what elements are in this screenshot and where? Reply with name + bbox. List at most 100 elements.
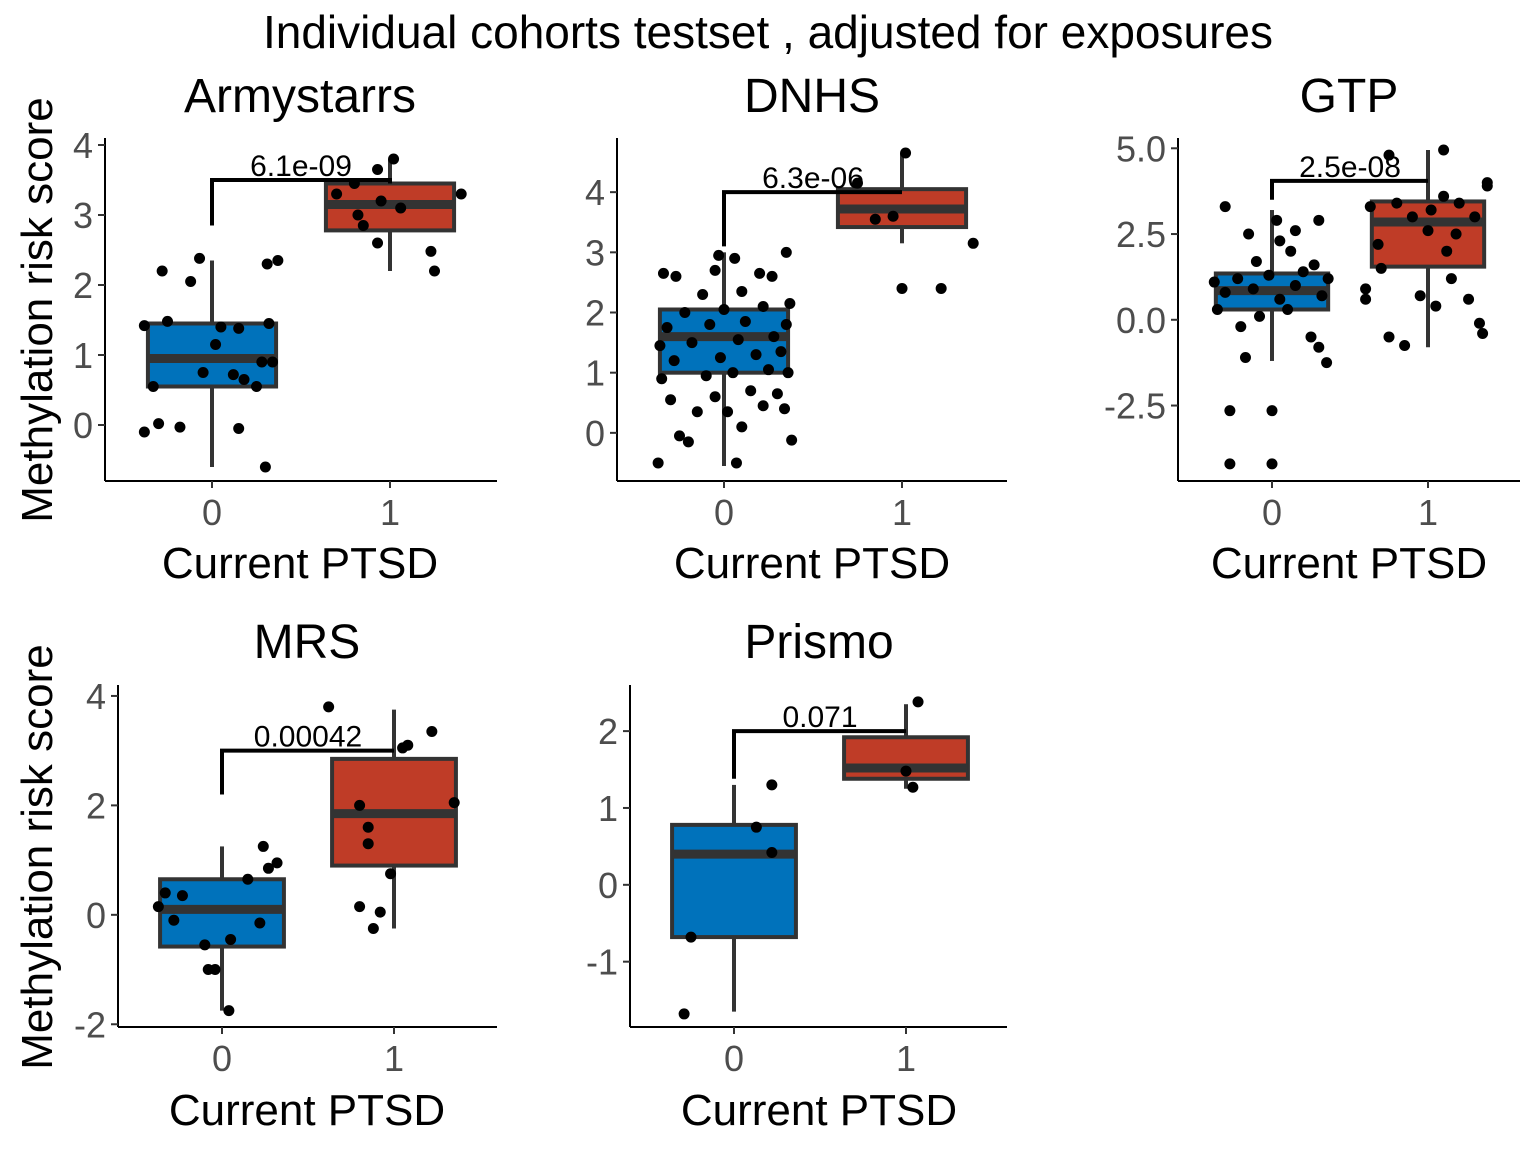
data-point [869, 213, 881, 225]
p-value-label: 0.00042 [254, 721, 362, 754]
data-point [227, 369, 239, 381]
data-point [352, 209, 364, 221]
data-point [771, 388, 783, 400]
y-tick-label: -2.5 [1104, 386, 1166, 427]
data-point [1372, 238, 1384, 250]
data-point [745, 385, 757, 397]
data-point [254, 917, 266, 929]
main-title: Individual cohorts testset , adjusted fo… [263, 6, 1273, 58]
data-point [271, 857, 283, 869]
x-tick-label: 1 [892, 492, 912, 533]
points [152, 701, 460, 1017]
panel-mrs: MRS -2 0 2 4 0 1 Current PTSD Methylation risk s… [13, 616, 497, 1135]
data-point [1399, 340, 1411, 352]
data-point [727, 367, 739, 379]
y-tick-label: 1 [73, 335, 93, 376]
data-point [652, 457, 664, 469]
data-point [174, 421, 186, 433]
data-point [1406, 211, 1418, 223]
data-point [1266, 458, 1278, 470]
y-axis-label: Methylation risk score [13, 97, 62, 522]
data-point [670, 270, 682, 282]
data-point [395, 202, 407, 214]
data-point [779, 403, 791, 415]
data-point [668, 355, 680, 367]
panel-title: Armystarrs [184, 70, 416, 123]
data-point [362, 838, 374, 850]
data-point [1438, 144, 1450, 156]
data-point [256, 356, 268, 368]
data-point [1383, 149, 1395, 161]
significance-bracket: 6.3e-06 [722, 162, 902, 247]
data-point [1266, 405, 1278, 417]
data-point [1254, 310, 1266, 322]
data-point [896, 282, 908, 294]
data-point [242, 873, 254, 885]
data-point [194, 252, 206, 264]
data-point [223, 1005, 235, 1017]
panel-armystarrs: Armystarrs 0 1 2 3 4 0 1 Current PTSD Methylation… [13, 70, 497, 588]
data-point [709, 264, 721, 276]
x-axis-label: Current PTSD [169, 1086, 445, 1135]
data-point [259, 461, 271, 473]
y-tick-label: 2 [585, 293, 605, 334]
data-point [1211, 304, 1223, 315]
data-point [385, 868, 397, 880]
x-tick-label: 0 [212, 1038, 232, 1079]
data-point [233, 423, 245, 434]
data-point [1219, 201, 1231, 213]
bracket-line [732, 729, 906, 779]
data-point [1422, 225, 1434, 237]
x-tick-label: 1 [380, 492, 400, 533]
data-point [766, 779, 778, 791]
data-point [185, 276, 197, 287]
data-point [1247, 283, 1259, 295]
data-point [138, 320, 150, 332]
data-point [354, 799, 366, 811]
data-point [782, 367, 794, 379]
data-point [1321, 357, 1333, 369]
data-point [362, 821, 374, 833]
data-point [766, 270, 778, 282]
data-point [357, 220, 369, 231]
data-point [722, 406, 734, 418]
data-point [263, 318, 275, 329]
data-point [679, 307, 691, 319]
x-tick-label: 1 [1418, 492, 1438, 533]
data-point [757, 300, 769, 312]
y-tick-label: 3 [73, 195, 93, 236]
data-point [372, 237, 384, 249]
data-point [775, 346, 787, 358]
panel-title: DNHS [744, 70, 880, 123]
data-point [388, 153, 400, 165]
box [657, 307, 791, 375]
panel-prismo: Prismo -1 0 1 2 0 1 Current PTSD 0.071 [586, 616, 1007, 1135]
data-point [730, 457, 742, 469]
data-point [784, 297, 796, 309]
data-point [1414, 290, 1426, 302]
data-point [159, 887, 171, 899]
data-point [272, 255, 284, 266]
box [670, 822, 798, 940]
data-point [429, 265, 440, 277]
data-point [1469, 211, 1481, 223]
data-point [1316, 290, 1328, 302]
y-tick-label: 2 [73, 265, 93, 306]
data-point [455, 188, 467, 200]
data-point [750, 821, 762, 833]
y-tick-label: -2 [74, 1004, 106, 1045]
x-axis-label: Current PTSD [162, 539, 438, 588]
y-tick-label: 1 [598, 788, 618, 829]
data-point [1450, 228, 1462, 240]
data-point [907, 781, 919, 793]
data-point [375, 195, 387, 207]
x-tick-label: 0 [1262, 492, 1282, 533]
data-point [691, 406, 703, 418]
data-point [1375, 262, 1387, 274]
x-tick-label: 1 [384, 1038, 404, 1079]
data-point [1364, 201, 1376, 213]
bracket-line [210, 178, 392, 226]
data-point [1481, 177, 1493, 189]
data-point [1463, 293, 1475, 305]
